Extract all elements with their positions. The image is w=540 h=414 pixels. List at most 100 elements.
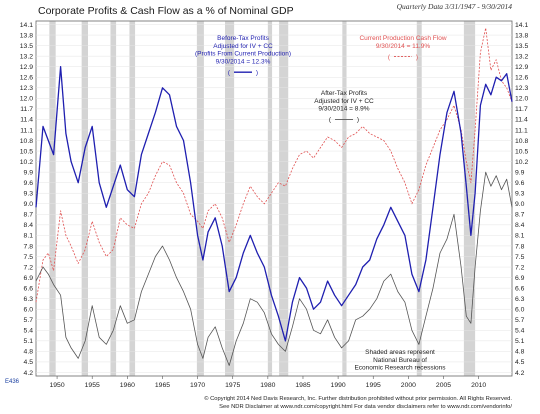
series-label-2: Adjusted for IV + CC [314, 98, 374, 105]
y-tick-label-left: 7.8 [24, 243, 34, 250]
x-tick-label: 2010 [471, 382, 486, 389]
y-tick-label-right: 10.2 [515, 159, 528, 166]
y-tick-label-right: 12.3 [515, 85, 528, 92]
x-tick-label: 1965 [155, 382, 170, 389]
series-label-1: 9/30/2014 = 11.9% [376, 43, 430, 50]
y-tick-label-left: 8.1 [24, 233, 34, 240]
x-tick-label: 1970 [190, 382, 205, 389]
y-tick-label-right: 4.5 [515, 359, 525, 366]
y-tick-label-left: 6.0 [24, 307, 34, 314]
y-tick-label-right: 8.1 [515, 233, 525, 240]
series-key-bracket-left: ( [388, 54, 391, 61]
y-tick-label-left: 11.1 [20, 127, 33, 134]
y-tick-label-right: 9.0 [515, 201, 525, 208]
x-tick-label: 1985 [295, 382, 310, 389]
y-tick-label-right: 11.1 [515, 127, 528, 134]
recession-bar-0 [49, 21, 56, 376]
x-tick-label: 2000 [401, 382, 416, 389]
chart-code: E436 [5, 379, 20, 385]
series-key-bracket-right: ) [256, 69, 258, 76]
x-tick-label: 1955 [85, 382, 100, 389]
y-tick-label-left: 13.5 [20, 43, 33, 50]
x-tick-label: 2005 [436, 382, 451, 389]
y-tick-label-right: 4.8 [515, 349, 525, 356]
y-tick-label-left: 9.6 [24, 180, 34, 187]
plot-area-frame [35, 20, 513, 377]
recession-bar-8 [342, 21, 347, 376]
y-tick-label-left: 6.9 [24, 275, 34, 282]
series-label-0: Adjusted for IV + CC [213, 43, 273, 50]
y-tick-label-left: 12.9 [20, 64, 33, 71]
y-tick-label-left: 4.5 [24, 359, 34, 366]
x-tick-label: 1975 [225, 382, 240, 389]
recession-bar-1 [81, 21, 88, 376]
y-tick-label-right: 12.0 [515, 96, 528, 103]
y-tick-label-left: 9.9 [24, 169, 34, 176]
y-tick-label-right: 6.0 [515, 307, 525, 314]
y-tick-label-right: 5.7 [515, 317, 525, 324]
y-tick-label-right: 13.8 [515, 32, 528, 39]
y-tick-label-left: 12.0 [20, 96, 33, 103]
y-tick-label-right: 12.6 [515, 75, 528, 82]
y-tick-label-left: 4.2 [24, 370, 34, 377]
y-tick-label-left: 10.8 [20, 138, 33, 145]
series-key-bracket-right: ) [357, 117, 359, 124]
recession-note-line: National Bureau of [373, 357, 427, 364]
y-tick-label-left: 10.5 [20, 148, 33, 155]
y-tick-label-right: 13.5 [515, 43, 528, 50]
y-tick-label-left: 5.4 [24, 328, 34, 335]
y-tick-label-left: 5.1 [24, 338, 34, 345]
recession-bar-3 [129, 21, 136, 376]
recession-bar-7 [279, 21, 289, 376]
y-tick-label-left: 6.6 [24, 285, 34, 292]
y-tick-label-left: 11.4 [20, 117, 33, 124]
disclaimer-line: See NDR Disclaimer at www.ndr.com/copyri… [219, 404, 512, 410]
series-lines [35, 27, 513, 366]
y-tick-label-left: 10.2 [20, 159, 33, 166]
y-tick-label-right: 7.5 [515, 254, 525, 261]
y-tick-label-right: 7.8 [515, 243, 525, 250]
y-tick-label-right: 10.5 [515, 148, 528, 155]
y-tick-label-left: 8.4 [24, 222, 34, 229]
y-tick-label-right: 14.1 [515, 22, 528, 29]
y-tick-label-right: 7.2 [515, 264, 525, 271]
copyright-line: © Copyright 2014 Ned Davis Research, Inc… [204, 395, 512, 402]
y-axis-right: 4.2 4.5 4.8 5.1 5.4 5.7 6.0 6.3 6.6 6.9 7.2 7.5 7.8 8… [515, 22, 528, 377]
y-tick-label-right: 6.6 [515, 285, 525, 292]
y-tick-label-right: 13.2 [515, 53, 528, 60]
chart-title: Corporate Profits & Cash Flow as a % of … [38, 5, 294, 17]
series-key-bracket-left: ( [228, 69, 231, 76]
series-label-1: Current Production Cash Flow [359, 35, 446, 42]
x-tick-label: 1990 [331, 382, 346, 389]
x-tick-label: 1950 [50, 382, 65, 389]
y-tick-label-right: 9.3 [515, 191, 525, 198]
x-tick-label: 1995 [366, 382, 381, 389]
y-tick-label-right: 5.4 [515, 328, 525, 335]
y-tick-label-right: 5.1 [515, 338, 525, 345]
y-tick-label-right: 11.4 [515, 117, 528, 124]
y-tick-label-right: 8.4 [515, 222, 525, 229]
y-tick-label-left: 7.2 [24, 264, 34, 271]
y-tick-label-right: 12.9 [515, 64, 528, 71]
y-tick-label-left: 12.6 [20, 75, 33, 82]
series-line-1 [35, 27, 513, 303]
recession-bar-2 [110, 21, 117, 376]
x-tick-label: 1980 [260, 382, 275, 389]
y-tick-label-left: 7.5 [24, 254, 34, 261]
recession-bar-6 [267, 21, 273, 376]
y-tick-label-left: 14.1 [20, 22, 33, 29]
y-tick-label-left: 12.3 [20, 85, 33, 92]
data-range-note: Quarterly Data 3/31/1947 - 9/30/2014 [397, 2, 513, 11]
y-tick-label-left: 5.7 [24, 317, 34, 324]
series-line-0 [35, 66, 513, 342]
y-tick-label-left: 11.7 [20, 106, 33, 113]
series-label-2: 9/30/2014 = 8.9% [318, 106, 369, 113]
recession-bar-10 [463, 21, 476, 376]
y-tick-label-left: 13.8 [20, 32, 33, 39]
x-tick-label: 1960 [120, 382, 135, 389]
y-tick-label-right: 6.3 [515, 296, 525, 303]
y-tick-label-right: 4.2 [515, 370, 525, 377]
